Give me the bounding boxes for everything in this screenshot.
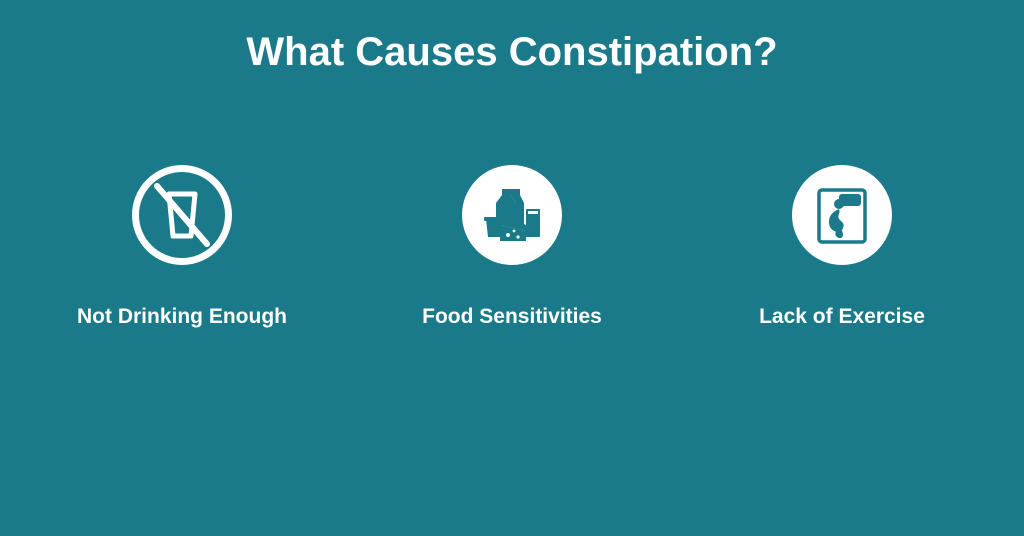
item-label: Lack of Exercise [759,305,925,329]
items-row: Not Drinking Enough [0,165,1024,329]
item-not-drinking: Not Drinking Enough [72,165,292,329]
item-label: Food Sensitivities [422,305,602,329]
item-label: Not Drinking Enough [77,305,287,329]
item-lack-exercise: Lack of Exercise [732,165,952,329]
food-icon [462,165,562,265]
no-drink-icon [132,165,232,265]
infographic-container: What Causes Constipation? Not Drinking E… [0,0,1024,536]
sleep-icon [792,165,892,265]
item-food-sensitivities: Food Sensitivities [402,165,622,329]
page-title: What Causes Constipation? [0,30,1024,75]
